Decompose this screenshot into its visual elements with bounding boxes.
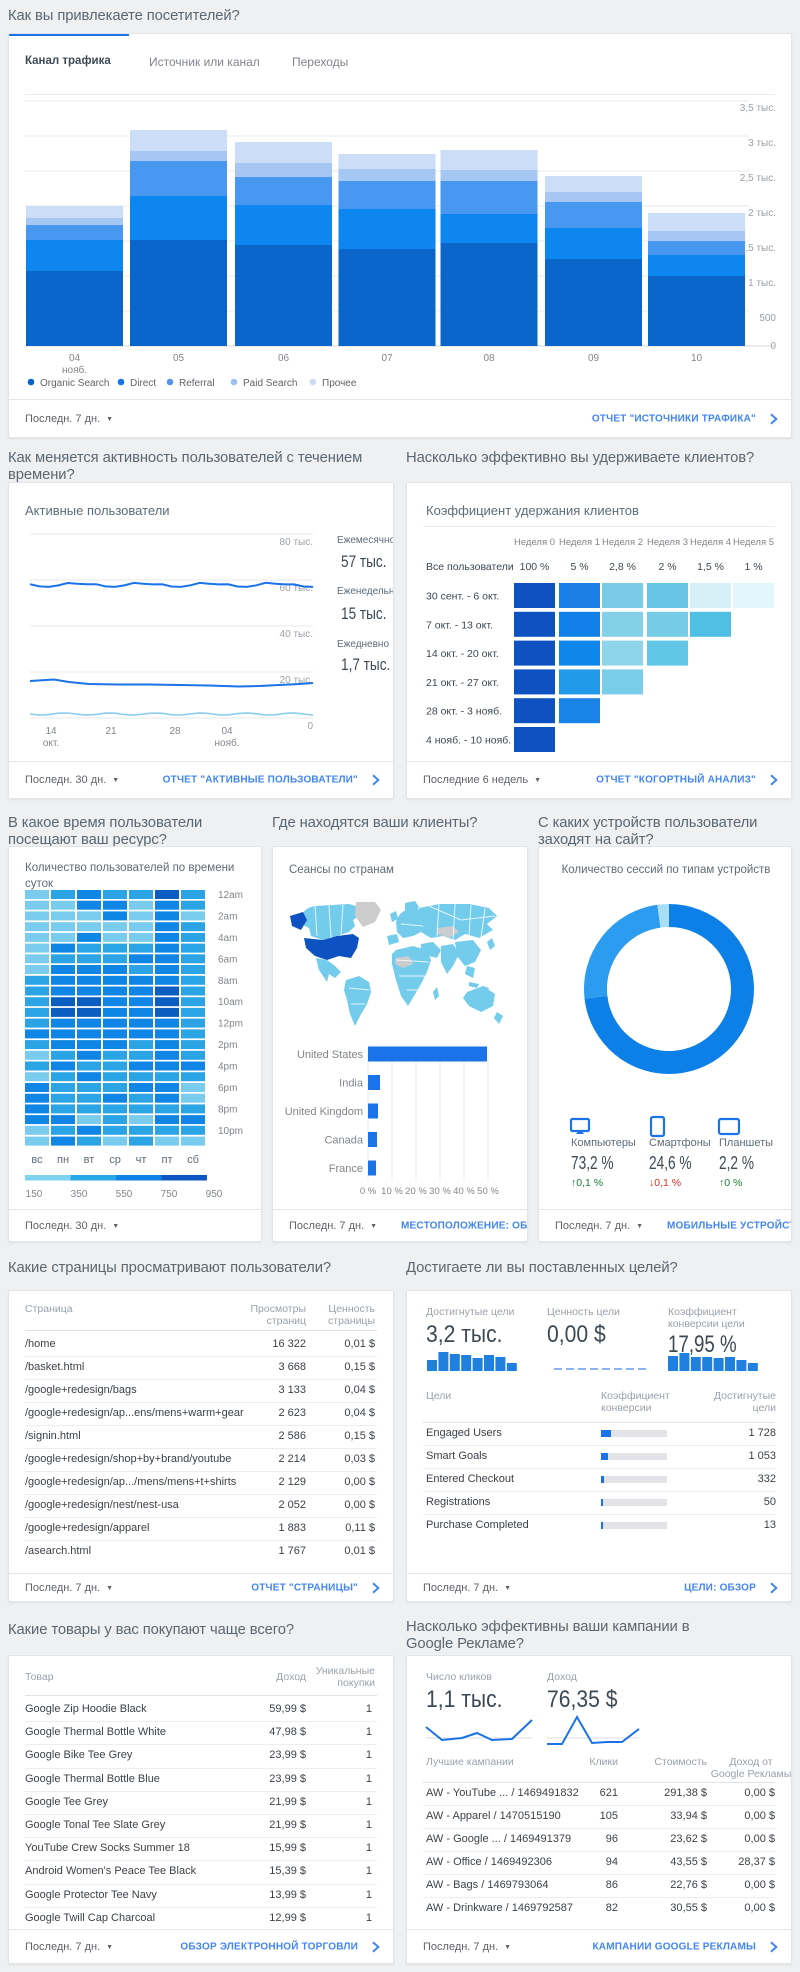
svg-text:2 тыс.: 2 тыс. bbox=[748, 208, 776, 219]
svg-text:28: 28 bbox=[169, 726, 181, 737]
svg-text:Organic Search: Organic Search bbox=[40, 378, 109, 389]
svg-text:Неделя 1: Неделя 1 bbox=[559, 537, 600, 548]
svg-text:чт: чт bbox=[136, 1154, 147, 1166]
svg-text:350: 350 bbox=[71, 1189, 88, 1200]
svg-text:0: 0 bbox=[770, 341, 776, 352]
svg-text:2pm: 2pm bbox=[218, 1040, 237, 1051]
svg-text:пн: пн bbox=[57, 1154, 69, 1166]
svg-text:8pm: 8pm bbox=[218, 1104, 237, 1115]
svg-text:05: 05 bbox=[173, 353, 185, 364]
svg-text:10: 10 bbox=[691, 353, 703, 364]
svg-text:10pm: 10pm bbox=[218, 1126, 243, 1137]
svg-text:7 окт. - 13 окт.: 7 окт. - 13 окт. bbox=[426, 619, 493, 631]
svg-text:нояб.: нояб. bbox=[214, 737, 239, 749]
svg-text:1 %: 1 % bbox=[744, 561, 762, 573]
svg-text:80 тыс.: 80 тыс. bbox=[280, 537, 313, 548]
svg-text:09: 09 bbox=[588, 353, 600, 364]
svg-text:950: 950 bbox=[206, 1189, 223, 1200]
svg-text:1 тыс.: 1 тыс. bbox=[748, 278, 776, 289]
svg-text:4pm: 4pm bbox=[218, 1062, 237, 1073]
svg-text:Неделя 0: Неделя 0 bbox=[514, 537, 555, 548]
svg-text:вс: вс bbox=[31, 1154, 43, 1166]
svg-text:5 %: 5 % bbox=[570, 561, 588, 573]
svg-text:6pm: 6pm bbox=[218, 1083, 237, 1094]
svg-text:20 %: 20 % bbox=[405, 1186, 427, 1197]
svg-text:2am: 2am bbox=[218, 911, 237, 922]
svg-text:2 %: 2 % bbox=[658, 561, 676, 573]
svg-text:28 окт. - 3 нояб.: 28 окт. - 3 нояб. bbox=[426, 706, 502, 718]
svg-text:500: 500 bbox=[759, 313, 776, 324]
svg-text:окт.: окт. bbox=[43, 738, 59, 749]
svg-text:20 тыс.: 20 тыс. bbox=[280, 675, 313, 686]
svg-text:Неделя 4: Неделя 4 bbox=[690, 537, 731, 548]
svg-text:4am: 4am bbox=[218, 933, 237, 944]
svg-text:30 %: 30 % bbox=[429, 1186, 451, 1197]
svg-text:вт: вт bbox=[84, 1154, 95, 1166]
svg-text:12pm: 12pm bbox=[218, 1019, 243, 1030]
svg-text:07: 07 bbox=[381, 353, 393, 364]
svg-text:550: 550 bbox=[116, 1189, 133, 1200]
svg-text:Прочее: Прочее bbox=[322, 378, 357, 389]
svg-text:04: 04 bbox=[69, 353, 81, 364]
svg-text:08: 08 bbox=[483, 353, 495, 364]
svg-text:21 окт. - 27 окт.: 21 окт. - 27 окт. bbox=[426, 677, 499, 689]
svg-text:6am: 6am bbox=[218, 954, 237, 965]
svg-text:10am: 10am bbox=[218, 997, 243, 1008]
svg-text:150: 150 bbox=[26, 1189, 43, 1200]
svg-text:ср: ср bbox=[109, 1154, 121, 1166]
svg-text:1,5 %: 1,5 % bbox=[697, 561, 724, 573]
svg-text:пт: пт bbox=[162, 1154, 173, 1166]
svg-text:14 окт. - 20 окт.: 14 окт. - 20 окт. bbox=[426, 648, 499, 660]
svg-text:0: 0 bbox=[307, 721, 313, 732]
svg-text:14: 14 bbox=[45, 726, 57, 737]
svg-text:750: 750 bbox=[161, 1189, 178, 1200]
svg-text:04: 04 bbox=[221, 726, 233, 737]
svg-text:3,5 тыс.: 3,5 тыс. bbox=[740, 103, 776, 114]
svg-text:Direct: Direct bbox=[130, 378, 156, 389]
svg-text:Неделя 3: Неделя 3 bbox=[647, 537, 688, 548]
svg-text:Paid Search: Paid Search bbox=[243, 378, 297, 389]
svg-text:50 %: 50 % bbox=[477, 1186, 499, 1197]
svg-text:2,8 %: 2,8 % bbox=[609, 561, 636, 573]
svg-text:40 %: 40 % bbox=[453, 1186, 475, 1197]
svg-text:30 сент. - 6 окт.: 30 сент. - 6 окт. bbox=[426, 591, 499, 603]
svg-text:нояб.: нояб. bbox=[62, 364, 87, 376]
svg-text:1,5 тыс.: 1,5 тыс. bbox=[740, 243, 776, 254]
svg-text:100 %: 100 % bbox=[520, 561, 550, 573]
svg-text:10 %: 10 % bbox=[381, 1186, 403, 1197]
svg-text:12am: 12am bbox=[218, 890, 243, 901]
svg-text:Canada: Canada bbox=[324, 1135, 363, 1147]
svg-text:21: 21 bbox=[105, 726, 117, 737]
svg-text:France: France bbox=[329, 1163, 363, 1175]
svg-text:India: India bbox=[339, 1078, 364, 1090]
svg-text:8am: 8am bbox=[218, 976, 237, 987]
svg-text:60 тыс.: 60 тыс. bbox=[280, 583, 313, 594]
svg-text:Referral: Referral bbox=[179, 378, 215, 389]
svg-text:06: 06 bbox=[278, 353, 290, 364]
svg-text:United Kingdom: United Kingdom bbox=[285, 1106, 363, 1118]
svg-text:0 %: 0 % bbox=[360, 1186, 377, 1197]
svg-text:40 тыс.: 40 тыс. bbox=[280, 629, 313, 640]
svg-text:United States: United States bbox=[297, 1049, 364, 1061]
svg-text:Все пользователи: Все пользователи bbox=[426, 561, 514, 573]
svg-text:сб: сб bbox=[187, 1154, 199, 1166]
svg-text:Неделя 2: Неделя 2 bbox=[602, 537, 643, 548]
svg-text:3 тыс.: 3 тыс. bbox=[748, 138, 776, 149]
svg-text:4 нояб. - 10 нояб.: 4 нояб. - 10 нояб. bbox=[426, 735, 511, 747]
svg-text:2,5 тыс.: 2,5 тыс. bbox=[740, 173, 776, 184]
svg-text:Неделя 5: Неделя 5 bbox=[733, 537, 774, 548]
